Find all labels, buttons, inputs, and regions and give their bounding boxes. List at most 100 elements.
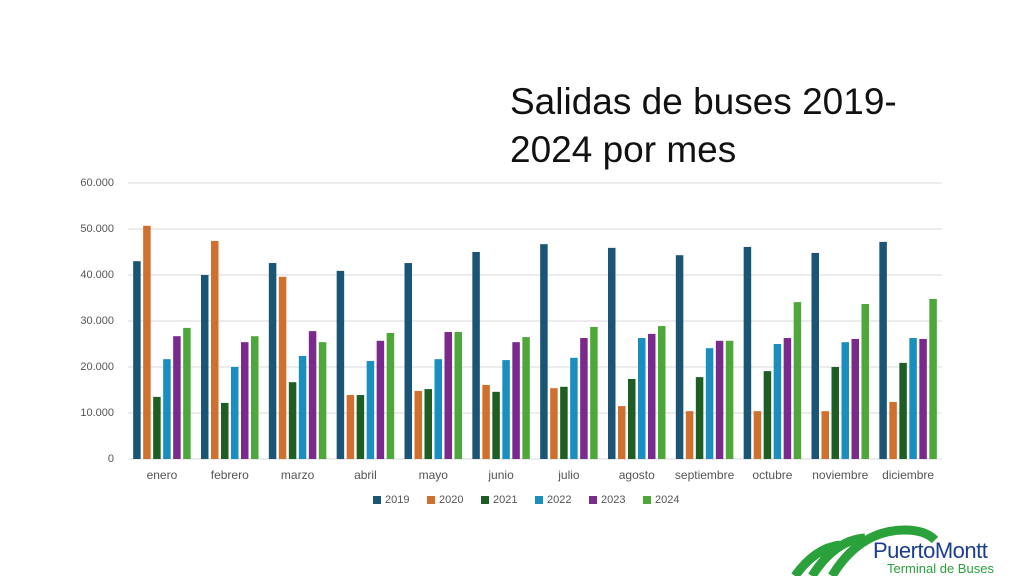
bar <box>560 386 568 459</box>
bar <box>472 252 480 459</box>
bar <box>386 332 395 459</box>
bar <box>753 411 762 459</box>
bar <box>919 338 927 459</box>
bar <box>608 247 616 459</box>
bar <box>492 391 500 459</box>
y-tick-label: 0 <box>108 453 114 465</box>
bar <box>278 276 287 459</box>
bar <box>444 332 452 459</box>
bar <box>404 263 412 459</box>
bar <box>618 406 626 459</box>
x-tick-label: abril <box>354 468 377 482</box>
bar <box>811 252 819 459</box>
y-tick-label: 10.000 <box>80 407 114 419</box>
bar <box>482 384 490 459</box>
bar <box>831 367 839 459</box>
bar <box>550 388 558 459</box>
bar <box>648 333 656 459</box>
x-tick-label: enero <box>147 468 178 482</box>
bar <box>376 340 385 459</box>
bar <box>336 270 345 459</box>
bar <box>929 298 937 459</box>
bar <box>851 338 859 459</box>
legend-swatch <box>427 496 435 504</box>
x-tick-label: octubre <box>752 468 792 482</box>
bar <box>725 340 734 459</box>
bar <box>580 338 588 459</box>
bar <box>658 326 666 459</box>
bar <box>251 336 259 459</box>
bar <box>909 338 917 459</box>
bar <box>424 389 432 459</box>
x-tick-label: febrero <box>211 468 249 482</box>
legend-swatch <box>643 496 651 504</box>
x-tick-label: diciembre <box>882 468 934 482</box>
legend-label: 2024 <box>655 494 679 506</box>
legend-swatch <box>373 496 381 504</box>
y-tick-label: 20.000 <box>80 361 114 373</box>
bar <box>318 342 327 459</box>
legend-label: 2019 <box>385 494 409 506</box>
bar <box>356 395 365 459</box>
legend-label: 2021 <box>493 494 517 506</box>
bar <box>143 225 151 459</box>
bar <box>793 302 802 459</box>
bar <box>183 327 191 459</box>
bar <box>821 411 829 459</box>
bar <box>221 402 229 459</box>
x-tick-label: septiembre <box>675 468 735 482</box>
bar <box>705 348 714 459</box>
bar <box>201 275 209 459</box>
y-tick-label: 60.000 <box>80 177 114 189</box>
bar <box>685 411 694 459</box>
bar <box>628 378 636 459</box>
bar <box>675 255 684 459</box>
bar <box>153 396 161 459</box>
bar <box>434 359 442 459</box>
bar <box>879 241 887 459</box>
legend-swatch <box>535 496 543 504</box>
x-tick-label: mayo <box>419 468 449 482</box>
chart-title: Salidas de buses 2019-2024 por mes <box>510 81 897 170</box>
legend-label: 2023 <box>601 494 625 506</box>
bar <box>163 359 171 459</box>
bar <box>502 360 510 459</box>
bar <box>783 338 792 459</box>
bar <box>773 344 782 459</box>
bar <box>366 361 375 459</box>
bar <box>268 263 277 459</box>
y-tick-label: 50.000 <box>80 223 114 235</box>
y-tick-label: 40.000 <box>80 269 114 281</box>
bar <box>512 342 520 459</box>
logo-arcs <box>791 525 939 576</box>
bar <box>763 371 772 459</box>
legend-label: 2022 <box>547 494 571 506</box>
x-tick-label: julio <box>557 468 580 482</box>
bar <box>346 395 355 459</box>
bar <box>454 332 462 459</box>
bar <box>241 342 249 459</box>
legend-swatch <box>481 496 489 504</box>
bar <box>841 342 849 459</box>
bar <box>715 340 724 459</box>
bar <box>231 367 239 459</box>
x-tick-label: marzo <box>281 468 315 482</box>
bar <box>414 390 422 459</box>
bar <box>522 337 530 459</box>
x-tick-label: agosto <box>619 468 655 482</box>
bar <box>743 246 752 459</box>
bar <box>211 240 219 459</box>
bar <box>298 355 307 459</box>
bar <box>288 382 297 459</box>
legend-swatch <box>589 496 597 504</box>
bar <box>570 357 578 459</box>
bar <box>899 362 907 459</box>
bar <box>173 336 181 459</box>
bar <box>540 244 548 459</box>
bar <box>861 303 869 459</box>
logo-name: PuertoMontt <box>873 538 988 563</box>
bar <box>590 326 598 459</box>
x-tick-label: noviembre <box>812 468 868 482</box>
